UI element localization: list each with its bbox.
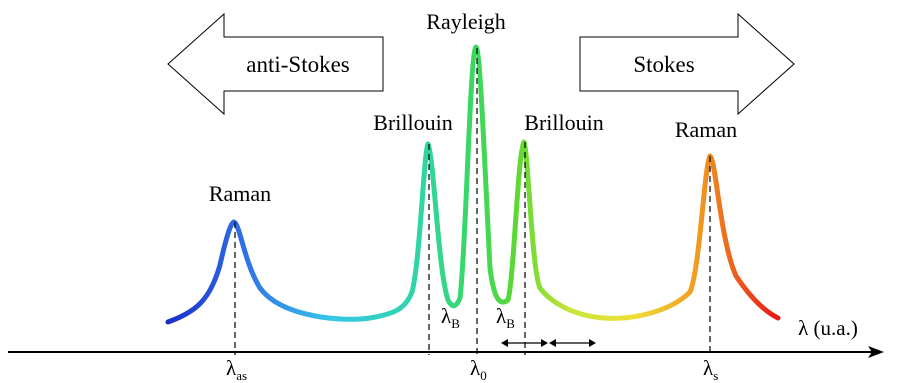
anti-stokes-arrow [167, 12, 384, 116]
label-rayleigh: Rayleigh [426, 9, 505, 34]
stokes-label: Stokes [633, 52, 694, 77]
anti-stokes-label: anti-Stokes [246, 52, 350, 77]
tick-label-lambda-as: λas [226, 356, 247, 383]
tick-label-lambda-s: λs [703, 356, 718, 383]
label-brillouin-left: Brillouin [373, 110, 452, 135]
label-raman-right: Raman [675, 117, 737, 142]
stokes-arrow [579, 12, 795, 116]
shift-arrow-2 [549, 339, 596, 347]
shift-arrow-1 [501, 339, 548, 347]
spectrum-curve [165, 44, 781, 325]
label-lambda-b-right: λB [496, 304, 515, 331]
tick-label-lambda-0: λ0 [470, 356, 487, 383]
label-brillouin-right: Brillouin [524, 110, 603, 135]
svg-text:λ (u.a.): λ (u.a.) [798, 316, 858, 340]
label-raman-left: Raman [209, 181, 271, 206]
lambda-axis-arrowhead [868, 346, 884, 358]
label-lambda-b-left: λB [441, 304, 460, 331]
axis-label: λ (u.a.) [798, 316, 858, 340]
